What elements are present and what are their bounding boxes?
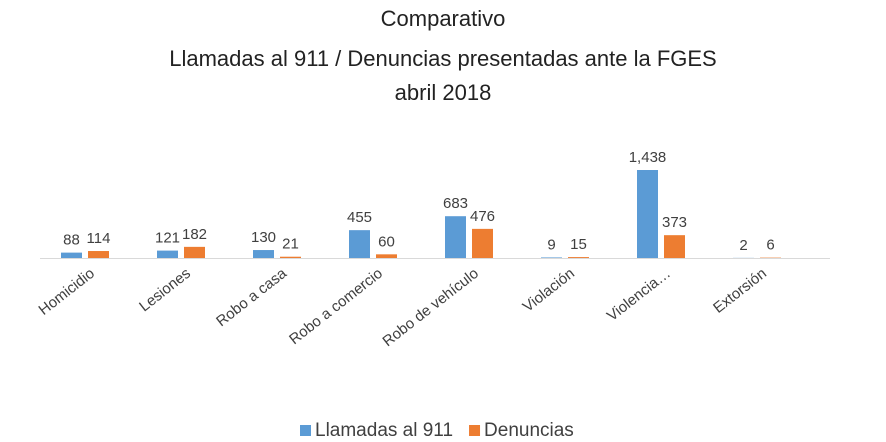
bar	[541, 257, 562, 258]
x-tick-label: Violencia…	[604, 265, 674, 325]
chart-title: Llamadas al 911 / Denuncias presentadas …	[169, 46, 716, 71]
data-label: 1,438	[629, 149, 667, 166]
bar	[664, 235, 685, 258]
x-tick-label: Homicidio	[36, 265, 98, 319]
legend-swatch	[300, 425, 311, 436]
data-label: 455	[347, 209, 372, 226]
data-label: 114	[87, 230, 111, 247]
data-label: 88	[63, 232, 80, 249]
bar	[88, 251, 109, 258]
data-label: 121	[155, 230, 180, 247]
data-label: 6	[766, 237, 774, 254]
data-label: 373	[662, 214, 687, 231]
bar	[637, 170, 658, 258]
x-tick-label: Extorsión	[710, 265, 770, 317]
bar	[253, 250, 274, 258]
x-tick-label: Robo a casa	[213, 264, 290, 330]
legend-label: Llamadas al 911	[315, 420, 453, 441]
data-label: 60	[378, 233, 395, 250]
bar	[61, 252, 82, 258]
bar	[568, 257, 589, 258]
data-label: 2	[739, 237, 747, 254]
legend-label: Denuncias	[484, 420, 574, 441]
bar	[376, 254, 397, 258]
bar	[157, 250, 178, 258]
chart-title: abril 2018	[395, 80, 492, 105]
data-label: 21	[282, 236, 299, 253]
data-label: 9	[547, 236, 555, 253]
x-tick-label: Robo de vehículo	[379, 265, 481, 350]
bar	[445, 216, 466, 258]
data-label: 476	[470, 208, 495, 225]
bar	[349, 230, 370, 258]
x-tick-label: Robo a comercio	[286, 265, 386, 348]
legend-swatch	[469, 425, 481, 436]
x-tick-label: Violación	[520, 265, 578, 316]
data-label: 15	[570, 236, 587, 253]
bar	[184, 246, 205, 258]
bar	[280, 256, 301, 258]
data-label: 182	[182, 226, 207, 243]
chart-title: Comparativo	[381, 6, 506, 31]
x-tick-label: Lesiones	[136, 265, 194, 315]
bar	[472, 228, 493, 258]
data-label: 130	[251, 229, 276, 246]
data-label: 683	[443, 195, 468, 212]
